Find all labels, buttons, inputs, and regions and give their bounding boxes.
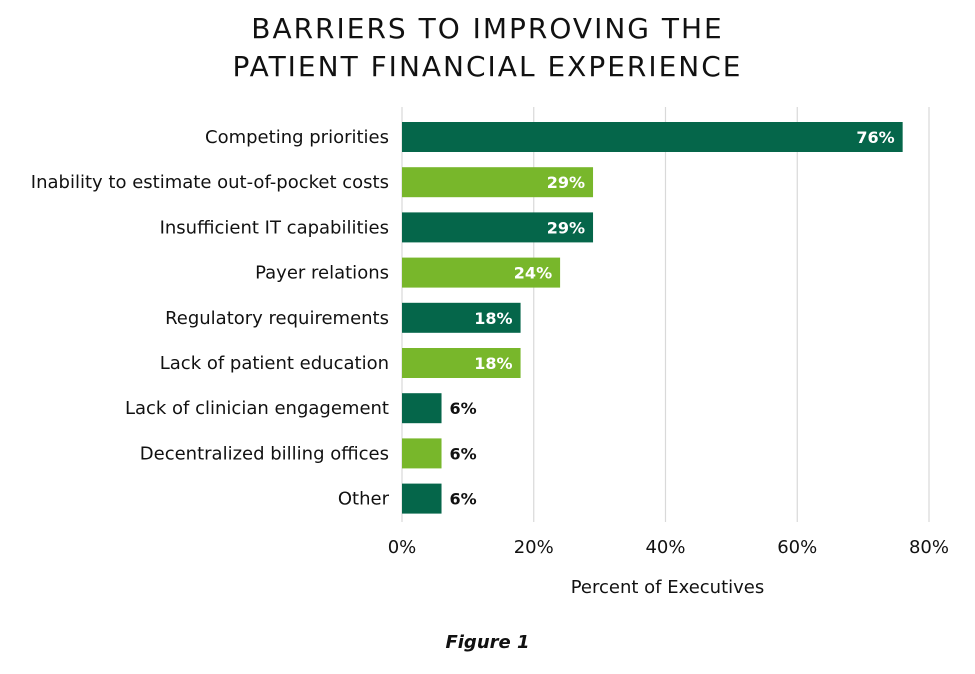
bar-3 [402, 257, 561, 288]
x-tick-label-0: 0% [388, 537, 417, 558]
chart-title-line-1: BARRIERS TO IMPROVING THE [251, 12, 724, 45]
value-label-0: 76% [856, 128, 894, 147]
bar-2 [402, 212, 594, 243]
category-label-5: Lack of patient education [160, 353, 389, 374]
chart-title-line-2: PATIENT FINANCIAL EXPERIENCE [232, 50, 743, 83]
value-label-8: 6% [450, 490, 477, 509]
category-label-8: Other [338, 489, 390, 510]
bar-0 [402, 122, 903, 152]
value-label-2: 29% [547, 218, 585, 237]
x-tick-label-4: 80% [909, 537, 949, 558]
bar-6 [402, 393, 442, 424]
value-label-1: 29% [547, 173, 585, 192]
category-label-2: Insufficient IT capabilities [160, 217, 389, 238]
category-label-1: Inability to estimate out-of-pocket cost… [31, 172, 389, 193]
value-label-4: 18% [474, 309, 512, 328]
value-label-5: 18% [474, 354, 512, 373]
value-label-6: 6% [450, 399, 477, 418]
chart-title: BARRIERS TO IMPROVING THE PATIENT FINANC… [0, 10, 975, 86]
bar-8 [402, 483, 442, 514]
category-label-6: Lack of clinician engagement [125, 398, 389, 419]
x-tick-label-3: 60% [777, 537, 817, 558]
bar-5 [402, 348, 521, 378]
value-label-3: 24% [514, 264, 552, 283]
category-label-0: Competing priorities [205, 127, 389, 148]
category-label-4: Regulatory requirements [165, 308, 389, 329]
x-tick-label-1: 20% [514, 537, 554, 558]
value-label-7: 6% [450, 444, 477, 463]
category-label-7: Decentralized billing offices [140, 443, 389, 464]
bar-7 [402, 438, 442, 469]
bar-1 [402, 167, 594, 198]
x-axis-title: Percent of Executives [571, 577, 765, 598]
figure-caption: Figure 1 [445, 632, 530, 653]
bar-4 [402, 302, 521, 333]
x-tick-label-2: 40% [645, 537, 685, 558]
category-label-3: Payer relations [255, 263, 389, 284]
